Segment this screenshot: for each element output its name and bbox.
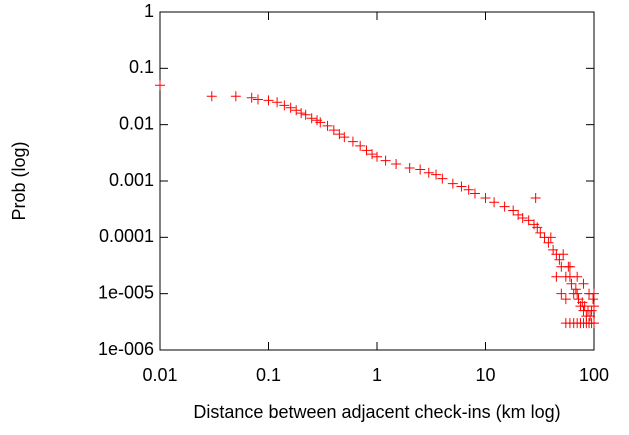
point <box>263 95 274 106</box>
point <box>285 102 296 113</box>
point <box>586 305 597 316</box>
point <box>499 201 510 212</box>
point <box>558 249 569 260</box>
y-tick-label: 1e-006 <box>98 339 154 359</box>
point <box>252 94 263 105</box>
y-tick-label: 1 <box>144 1 154 21</box>
point <box>296 108 307 119</box>
point <box>543 237 554 248</box>
point <box>230 91 241 102</box>
point <box>328 125 339 136</box>
point <box>463 184 474 195</box>
y-tick-label: 0.1 <box>129 57 154 77</box>
x-tick-label: 0.01 <box>142 365 177 385</box>
x-tick-label: 100 <box>579 365 609 385</box>
point <box>291 105 302 116</box>
point <box>572 288 583 299</box>
point <box>469 188 480 199</box>
x-tick-label: 10 <box>475 365 495 385</box>
point <box>456 181 467 192</box>
point <box>508 205 519 216</box>
y-axis-label: Prob (log) <box>9 141 29 220</box>
point <box>415 164 426 175</box>
point <box>155 80 165 91</box>
point <box>532 222 543 233</box>
point <box>447 178 458 189</box>
point <box>535 227 546 238</box>
point <box>355 140 366 151</box>
point <box>347 136 358 147</box>
y-tick-label: 0.01 <box>119 113 154 133</box>
point <box>570 284 581 295</box>
point <box>523 215 534 226</box>
x-tick-label: 1 <box>372 365 382 385</box>
point <box>246 92 257 103</box>
point <box>530 192 541 203</box>
point <box>322 120 333 131</box>
point <box>380 155 391 166</box>
point <box>517 213 528 224</box>
point <box>585 311 596 322</box>
point <box>560 294 571 305</box>
y-tick-label: 0.001 <box>109 170 154 190</box>
point <box>554 254 565 265</box>
point <box>589 318 599 329</box>
point <box>300 109 311 120</box>
y-tick-label: 1e-005 <box>98 282 154 302</box>
point <box>423 167 434 178</box>
point <box>315 117 326 128</box>
point <box>206 91 217 102</box>
plot-frame <box>159 11 595 351</box>
point <box>431 169 442 180</box>
point <box>564 261 575 272</box>
point <box>578 278 589 289</box>
point <box>437 173 448 184</box>
point <box>372 151 382 162</box>
point <box>589 301 599 312</box>
point <box>551 271 562 282</box>
x-axis-label: Distance between adjacent check-ins (km … <box>193 402 560 422</box>
point <box>480 192 491 203</box>
point <box>339 132 350 143</box>
point <box>272 97 283 108</box>
point <box>279 100 290 111</box>
point <box>489 197 500 208</box>
point <box>589 288 599 299</box>
point <box>556 288 567 299</box>
point <box>306 113 317 124</box>
x-tick-label: 0.1 <box>256 365 281 385</box>
point <box>572 271 583 282</box>
y-tick-label: 0.0001 <box>99 226 154 246</box>
point <box>404 163 415 174</box>
point <box>391 159 402 170</box>
point <box>588 294 599 305</box>
point <box>566 278 577 289</box>
point <box>361 145 372 156</box>
point <box>545 232 556 243</box>
point <box>367 149 378 160</box>
